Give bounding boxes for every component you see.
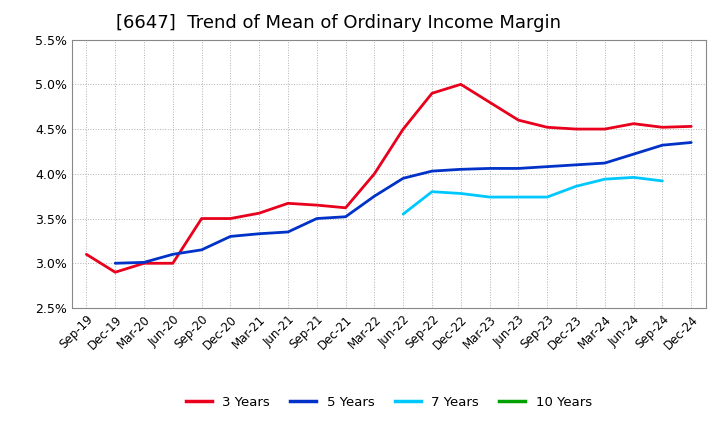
3 Years <box>168 260 177 266</box>
5 Years <box>629 151 638 157</box>
3 Years <box>341 205 350 210</box>
3 Years <box>111 270 120 275</box>
5 Years <box>687 140 696 145</box>
5 Years <box>572 162 580 168</box>
3 Years <box>456 82 465 87</box>
3 Years <box>485 99 494 105</box>
5 Years <box>226 234 235 239</box>
3 Years <box>543 125 552 130</box>
7 Years <box>658 178 667 183</box>
3 Years <box>629 121 638 126</box>
7 Years <box>600 176 609 182</box>
5 Years <box>658 143 667 148</box>
3 Years <box>312 202 321 208</box>
5 Years <box>111 260 120 266</box>
7 Years <box>428 189 436 194</box>
3 Years <box>687 124 696 129</box>
Text: [6647]  Trend of Mean of Ordinary Income Margin: [6647] Trend of Mean of Ordinary Income … <box>117 15 562 33</box>
3 Years <box>226 216 235 221</box>
7 Years <box>543 194 552 200</box>
5 Years <box>284 229 292 235</box>
5 Years <box>255 231 264 236</box>
5 Years <box>140 260 148 265</box>
3 Years <box>197 216 206 221</box>
3 Years <box>140 260 148 266</box>
5 Years <box>485 166 494 171</box>
3 Years <box>399 126 408 132</box>
3 Years <box>255 210 264 216</box>
5 Years <box>399 176 408 181</box>
3 Years <box>284 201 292 206</box>
7 Years <box>572 183 580 189</box>
3 Years <box>572 126 580 132</box>
3 Years <box>428 91 436 96</box>
7 Years <box>514 194 523 200</box>
3 Years <box>514 117 523 123</box>
5 Years <box>341 214 350 220</box>
3 Years <box>600 126 609 132</box>
7 Years <box>399 212 408 217</box>
3 Years <box>82 252 91 257</box>
5 Years <box>370 194 379 199</box>
3 Years <box>658 125 667 130</box>
Line: 3 Years: 3 Years <box>86 84 691 272</box>
5 Years <box>168 252 177 257</box>
Line: 5 Years: 5 Years <box>115 143 691 263</box>
5 Years <box>514 166 523 171</box>
5 Years <box>197 247 206 253</box>
5 Years <box>428 169 436 174</box>
5 Years <box>543 164 552 169</box>
Line: 7 Years: 7 Years <box>403 177 662 214</box>
7 Years <box>485 194 494 200</box>
5 Years <box>600 161 609 166</box>
7 Years <box>629 175 638 180</box>
3 Years <box>370 171 379 176</box>
5 Years <box>456 167 465 172</box>
5 Years <box>312 216 321 221</box>
7 Years <box>456 191 465 196</box>
Legend: 3 Years, 5 Years, 7 Years, 10 Years: 3 Years, 5 Years, 7 Years, 10 Years <box>180 391 598 414</box>
